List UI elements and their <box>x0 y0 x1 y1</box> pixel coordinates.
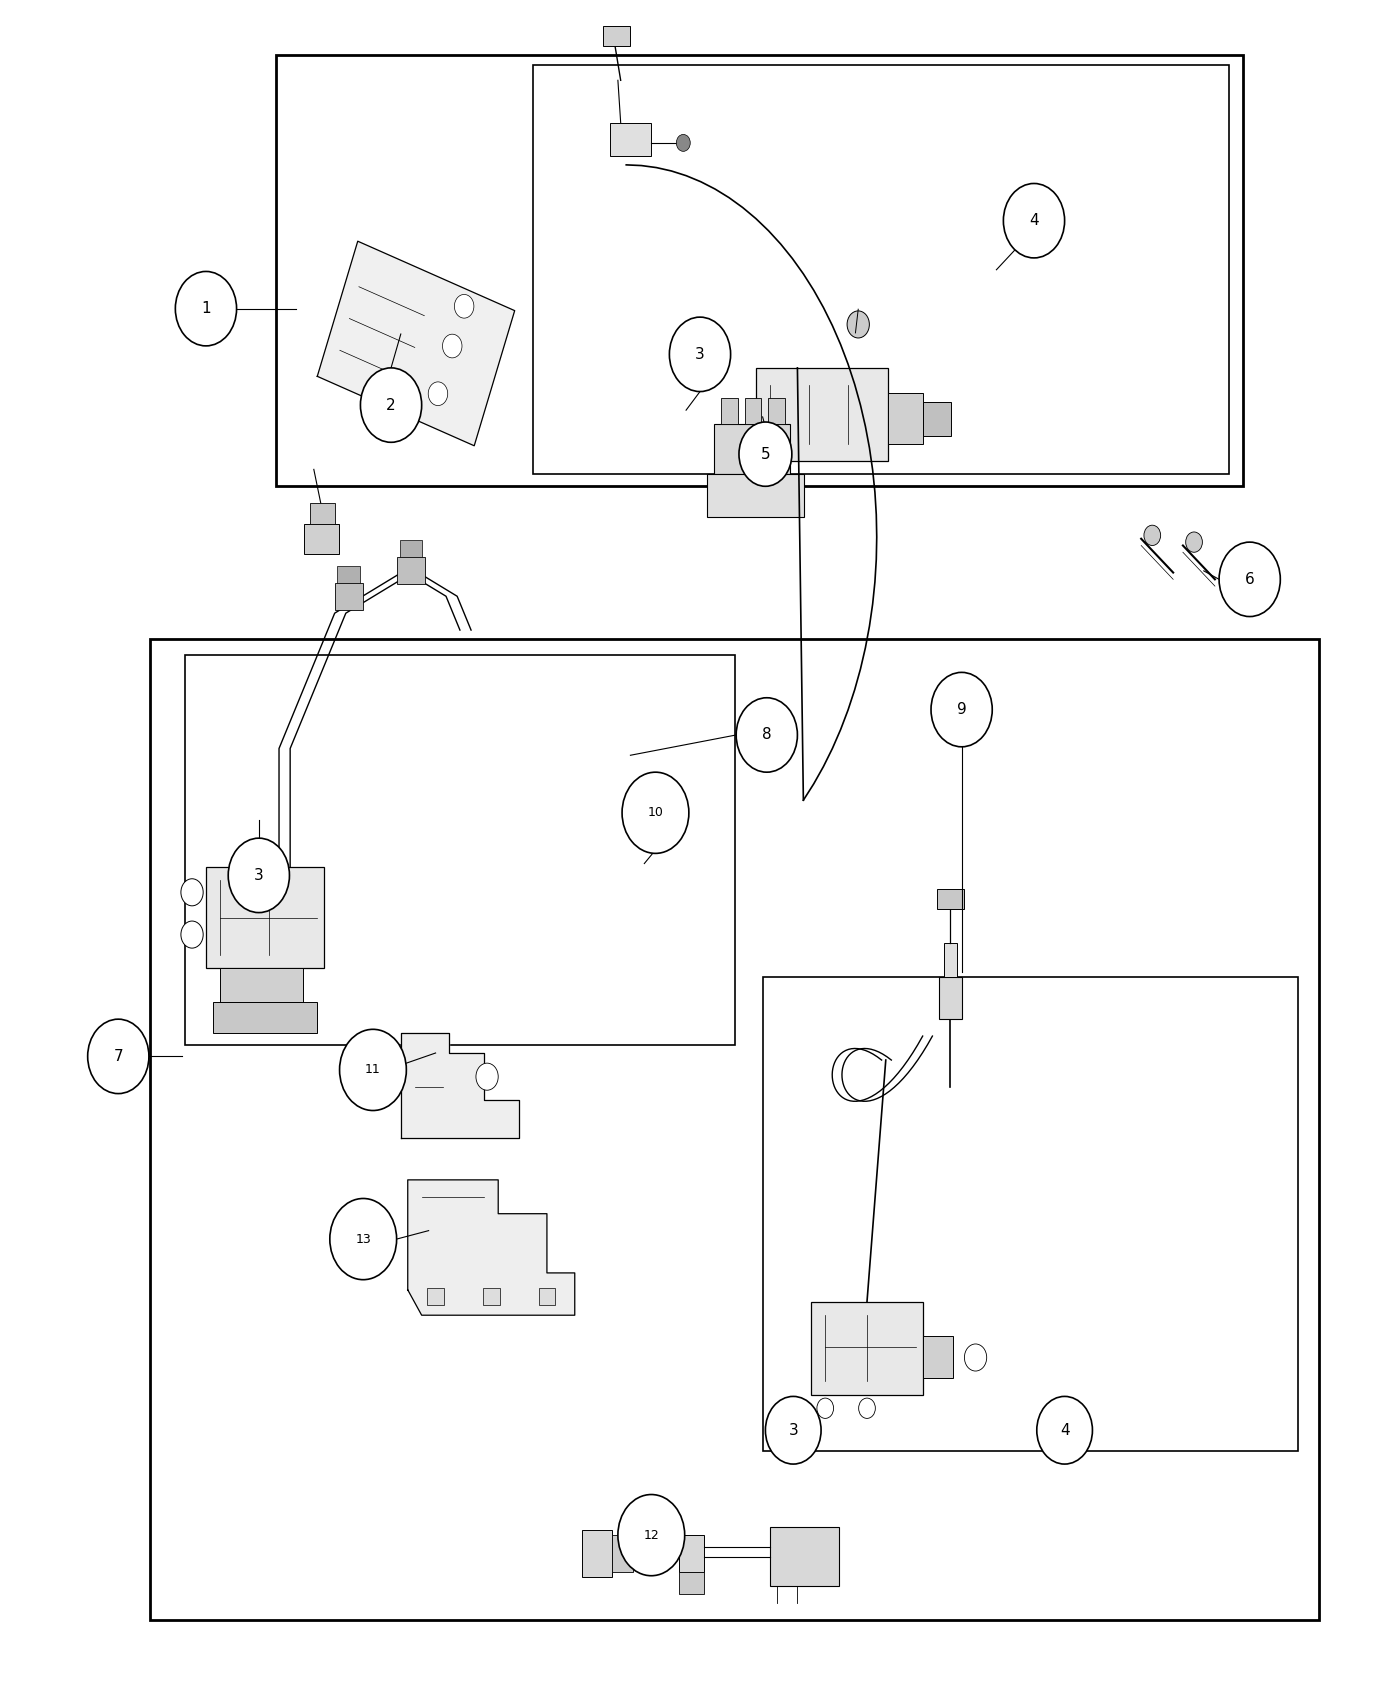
Circle shape <box>181 921 203 949</box>
Bar <box>539 1289 556 1306</box>
Bar <box>939 977 962 1020</box>
Circle shape <box>360 367 421 442</box>
Text: 9: 9 <box>956 702 966 717</box>
Circle shape <box>428 382 448 406</box>
Bar <box>309 503 335 524</box>
Bar <box>304 524 339 554</box>
Bar <box>602 26 630 46</box>
Circle shape <box>617 1494 685 1576</box>
Bar <box>812 1302 923 1394</box>
Circle shape <box>476 1062 498 1090</box>
Bar <box>769 398 785 423</box>
Bar <box>609 122 651 156</box>
Bar <box>206 867 325 969</box>
Circle shape <box>739 422 792 486</box>
Circle shape <box>1004 184 1064 258</box>
Bar <box>220 969 304 1003</box>
Circle shape <box>228 838 290 913</box>
Circle shape <box>766 1396 820 1464</box>
Text: 3: 3 <box>788 1423 798 1438</box>
Text: 5: 5 <box>760 447 770 462</box>
Circle shape <box>442 335 462 359</box>
Bar <box>888 393 923 444</box>
Text: 4: 4 <box>1029 212 1039 228</box>
Circle shape <box>858 1397 875 1418</box>
Circle shape <box>847 311 869 338</box>
Bar <box>398 558 426 585</box>
Circle shape <box>455 294 473 318</box>
Bar <box>400 541 423 558</box>
Circle shape <box>816 1397 833 1418</box>
Bar <box>944 944 958 978</box>
Text: 12: 12 <box>644 1528 659 1542</box>
Circle shape <box>330 1198 396 1280</box>
Bar <box>335 583 363 610</box>
Circle shape <box>669 318 731 391</box>
Bar <box>213 1003 318 1032</box>
Bar <box>337 566 360 583</box>
Bar <box>679 1535 704 1573</box>
Circle shape <box>1186 532 1203 552</box>
Bar <box>582 1530 612 1578</box>
Bar <box>745 398 762 423</box>
Text: 4: 4 <box>1060 1423 1070 1438</box>
Polygon shape <box>407 1180 575 1316</box>
Polygon shape <box>318 241 515 445</box>
Text: 13: 13 <box>356 1232 371 1246</box>
Bar <box>150 639 1319 1620</box>
Circle shape <box>175 272 237 345</box>
Polygon shape <box>400 1032 519 1137</box>
Bar <box>707 474 805 517</box>
Bar <box>427 1289 444 1306</box>
Circle shape <box>1037 1396 1092 1464</box>
Bar <box>679 1572 704 1595</box>
Text: 1: 1 <box>202 301 211 316</box>
Bar <box>770 1527 839 1586</box>
Circle shape <box>676 134 690 151</box>
Bar <box>721 398 738 423</box>
Text: 2: 2 <box>386 398 396 413</box>
Circle shape <box>965 1345 987 1370</box>
Circle shape <box>931 673 993 746</box>
Circle shape <box>1219 542 1281 617</box>
Text: 6: 6 <box>1245 571 1254 586</box>
Bar <box>714 423 791 474</box>
Bar <box>923 1336 953 1377</box>
Bar <box>185 656 735 1044</box>
Bar <box>763 977 1298 1450</box>
Text: 8: 8 <box>762 728 771 743</box>
Bar <box>276 54 1243 486</box>
Circle shape <box>736 697 798 772</box>
Bar <box>612 1535 633 1573</box>
Circle shape <box>1144 525 1161 546</box>
Circle shape <box>88 1020 148 1093</box>
Circle shape <box>181 879 203 906</box>
Bar <box>483 1289 500 1306</box>
Bar <box>923 401 951 435</box>
Text: 3: 3 <box>253 869 263 882</box>
Circle shape <box>340 1028 406 1110</box>
Text: 7: 7 <box>113 1049 123 1064</box>
Bar <box>937 889 965 910</box>
Text: 3: 3 <box>696 347 704 362</box>
Bar <box>533 65 1229 474</box>
Bar <box>756 367 888 461</box>
Text: 11: 11 <box>365 1064 381 1076</box>
Text: 10: 10 <box>648 806 664 819</box>
Circle shape <box>622 772 689 853</box>
